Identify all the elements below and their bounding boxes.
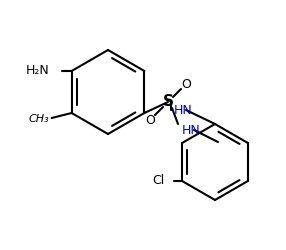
Text: O: O	[145, 114, 155, 126]
Text: CH₃: CH₃	[29, 114, 50, 124]
Text: HN: HN	[182, 124, 201, 136]
Text: Cl: Cl	[152, 174, 164, 188]
Text: O: O	[181, 78, 191, 90]
Text: S: S	[162, 94, 174, 110]
Text: HN: HN	[174, 104, 193, 117]
Text: H₂N: H₂N	[26, 64, 50, 78]
